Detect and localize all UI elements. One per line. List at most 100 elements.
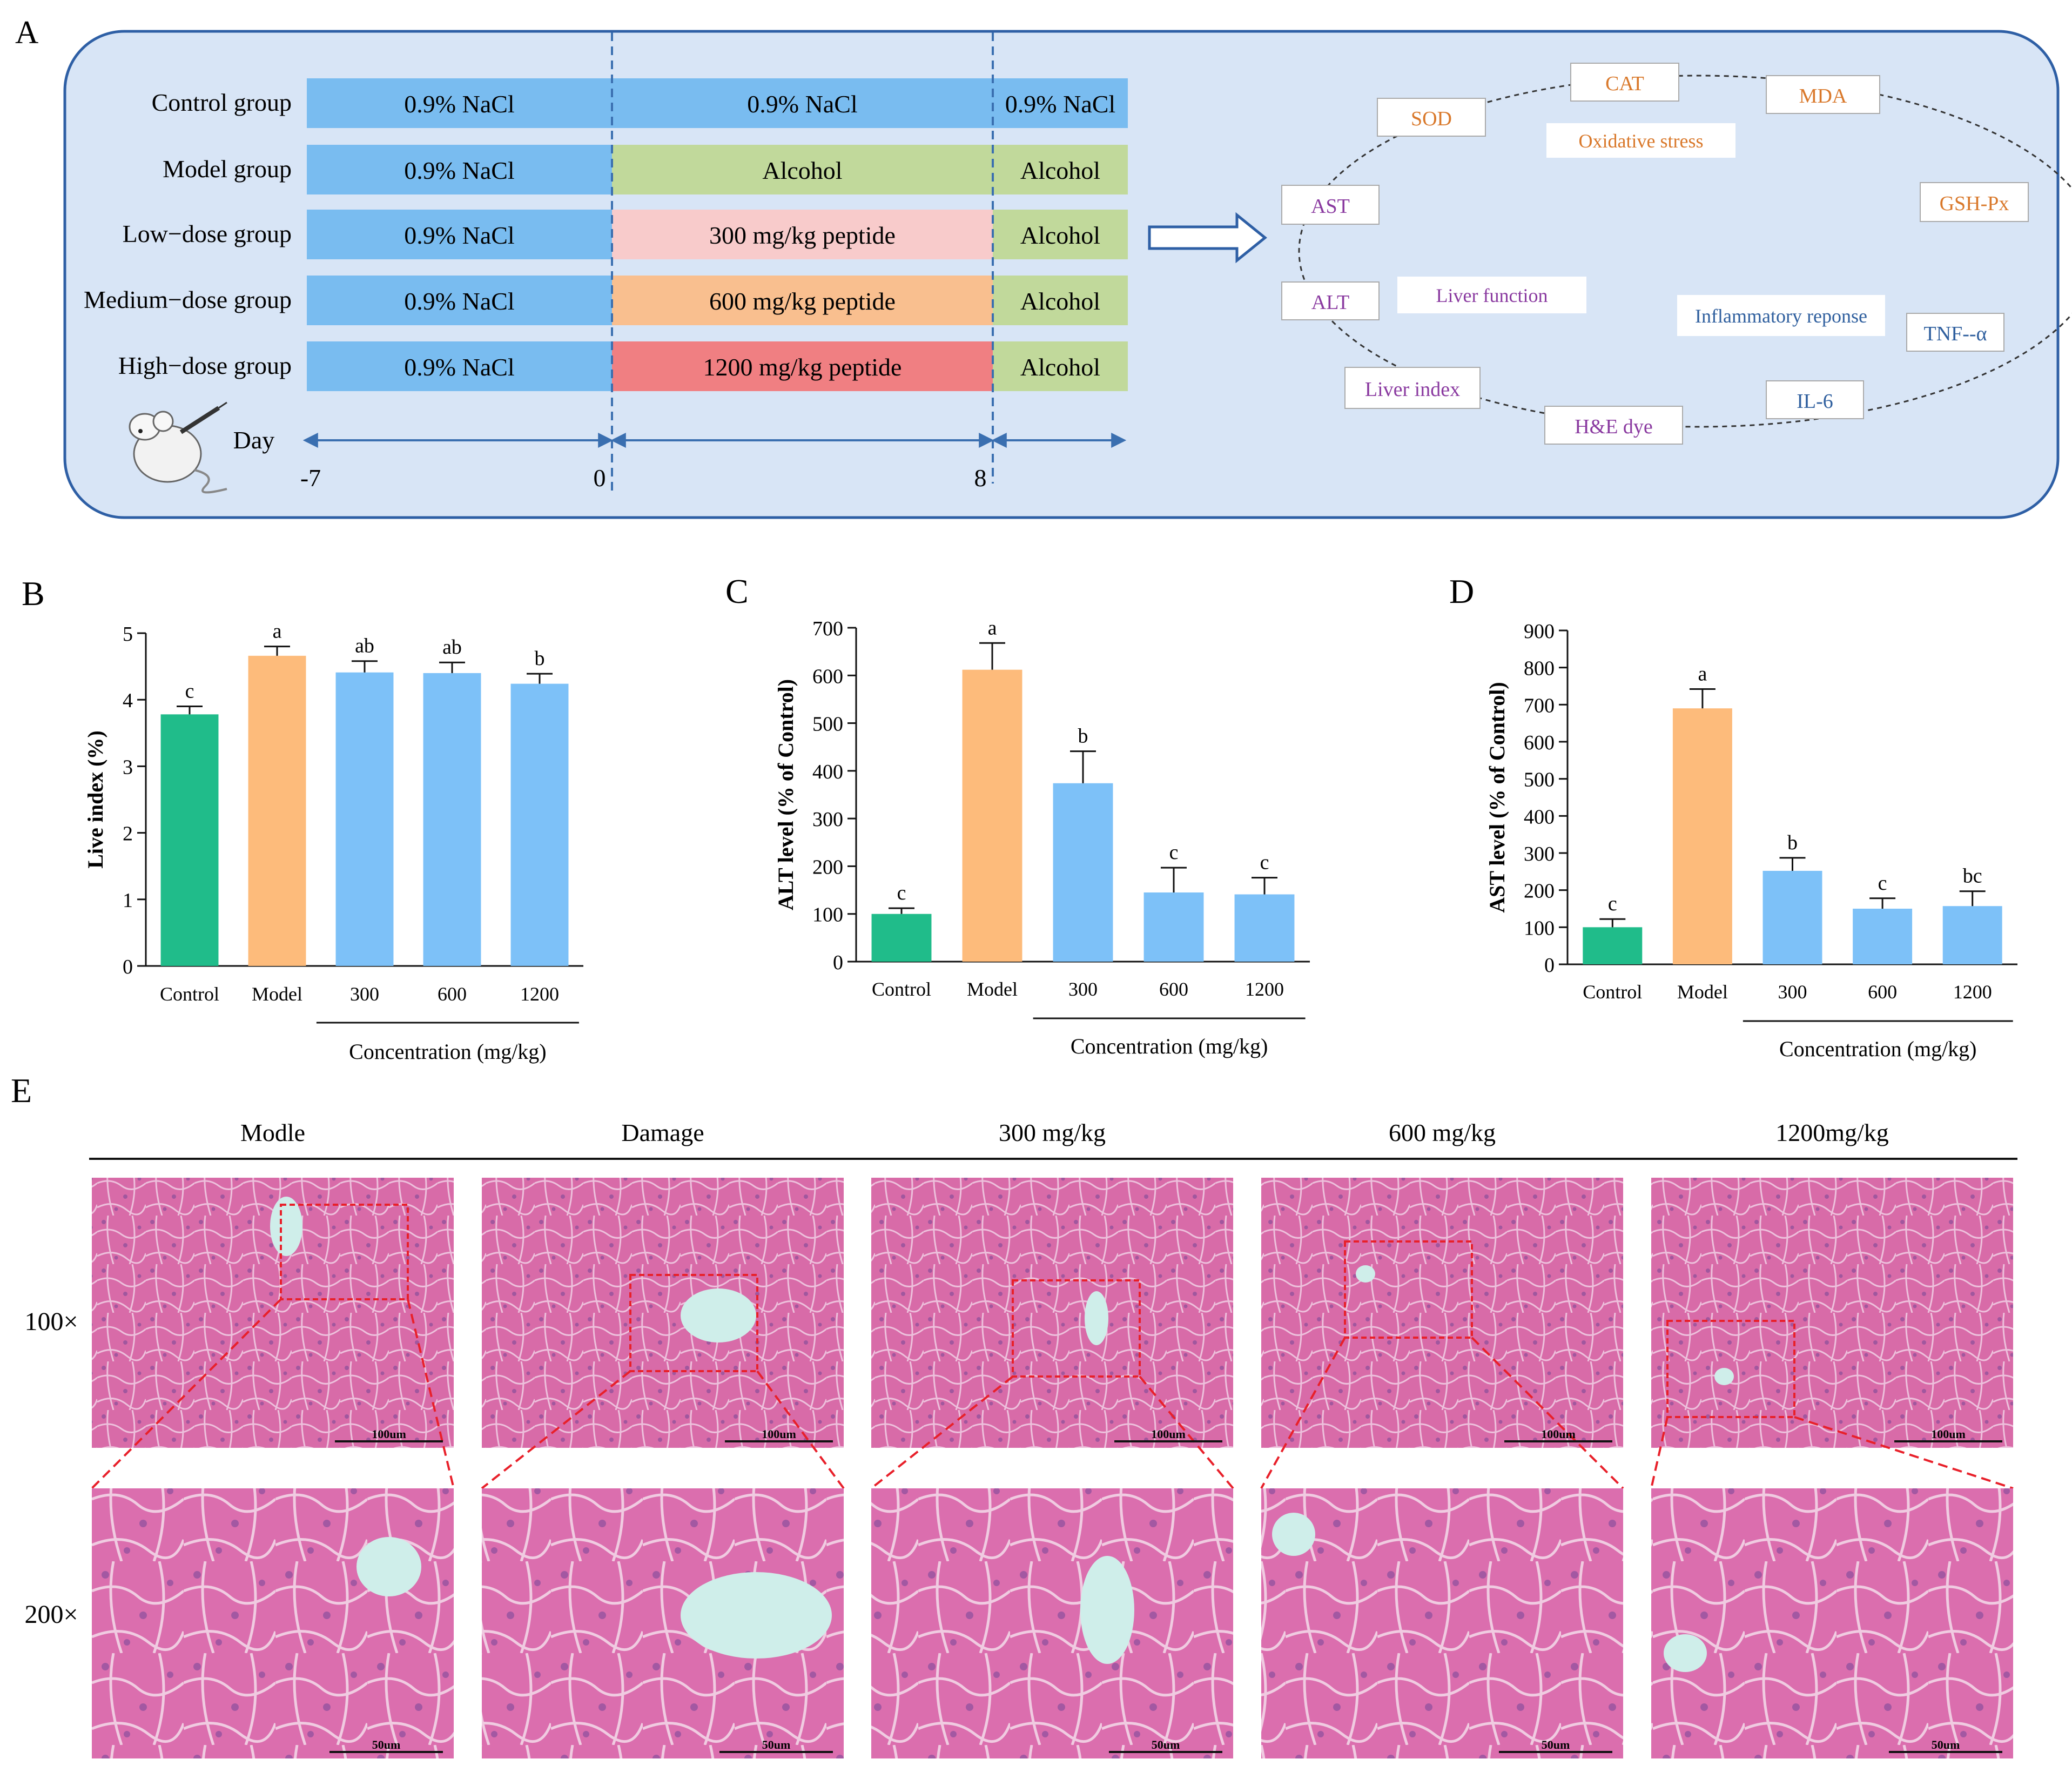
- y-tick-label: 0: [1544, 954, 1555, 977]
- category-label: Liver function: [1436, 285, 1548, 306]
- x-axis-title: Concentration (mg/kg): [1779, 1037, 1976, 1061]
- y-tick-label: 600: [812, 665, 843, 688]
- zoom-line: [1139, 1375, 1234, 1489]
- significance-letter: c: [185, 680, 194, 703]
- y-tick-label: 800: [1524, 657, 1555, 680]
- category-box: [1677, 295, 1885, 336]
- bar: [1942, 906, 2002, 964]
- significance-letter: ab: [442, 636, 462, 659]
- row-label-100x: 100×: [24, 1307, 78, 1336]
- category-box: [1397, 277, 1586, 313]
- scale-label: 100um: [1541, 1427, 1576, 1441]
- bar: [1143, 892, 1204, 962]
- vessel: [1664, 1634, 1707, 1672]
- outcome-box: [1377, 98, 1486, 137]
- vessel: [270, 1197, 302, 1256]
- group-label: High−dose group: [118, 352, 292, 379]
- vessel: [1080, 1556, 1134, 1664]
- x-tick-label: Control: [872, 978, 931, 1000]
- bar: [1853, 909, 1913, 964]
- zoom-box: [1666, 1320, 1795, 1418]
- outcome-box: [1570, 63, 1679, 102]
- phase-label: 0.9% NaCl: [1005, 90, 1115, 118]
- significance-letter: a: [988, 616, 997, 639]
- significance-letter: a: [1698, 662, 1707, 685]
- y-tick-label: 4: [123, 689, 133, 712]
- scale-label: 100um: [762, 1427, 796, 1441]
- vessel: [1085, 1291, 1108, 1345]
- y-tick-label: 3: [123, 756, 133, 778]
- scale-label: 50um: [1932, 1738, 1960, 1751]
- x-tick-label: 300: [350, 983, 379, 1005]
- y-axis-title: ALT level (% of Control): [773, 679, 798, 910]
- x-tick-label: 300: [1068, 978, 1098, 1000]
- x-tick-label: Control: [160, 983, 219, 1005]
- x-tick-label: 600: [438, 983, 467, 1005]
- phase-label: 0.9% NaCl: [404, 221, 514, 249]
- outcome-box: [1920, 182, 2029, 222]
- phase-bar: [993, 210, 1128, 259]
- vessel: [681, 1572, 832, 1659]
- group-label: Low−dose group: [123, 220, 292, 247]
- y-tick-label: 700: [812, 617, 843, 640]
- phase-label: 0.9% NaCl: [404, 287, 514, 315]
- outcome-label: AST: [1311, 195, 1350, 218]
- bar: [1762, 870, 1822, 964]
- significance-letter: c: [1169, 841, 1179, 864]
- phase-bar: [307, 276, 612, 325]
- micrograph-200x: [1261, 1488, 1623, 1758]
- significance-letter: b: [1078, 725, 1088, 748]
- phase-bar: [307, 210, 612, 259]
- y-tick-label: 0: [123, 956, 133, 978]
- column-header: 1200mg/kg: [1775, 1119, 1889, 1146]
- day-tick: 0: [594, 464, 606, 492]
- outcome-label: Liver index: [1365, 378, 1460, 401]
- zoom-line: [1794, 1416, 2014, 1489]
- outcome-box: [1766, 75, 1880, 114]
- vessel: [1356, 1265, 1375, 1283]
- category-label: Inflammatory reponse: [1695, 305, 1867, 327]
- phase-label: 300 mg/kg peptide: [709, 221, 896, 249]
- vessel: [356, 1537, 421, 1596]
- y-tick-label: 100: [1524, 917, 1555, 939]
- outcome-label: H&E dye: [1575, 415, 1653, 438]
- phase-label: 1200 mg/kg peptide: [703, 353, 902, 381]
- y-tick-label: 1: [123, 889, 133, 912]
- column-header: Damage: [621, 1119, 704, 1146]
- bar: [1583, 927, 1643, 964]
- panel-label-e: E: [11, 1071, 32, 1110]
- y-tick-label: 600: [1524, 731, 1555, 754]
- micrograph-100x: [482, 1178, 844, 1448]
- outcome-label: CAT: [1605, 72, 1644, 95]
- micrograph-100x: [1261, 1178, 1623, 1448]
- bar: [335, 672, 394, 966]
- day-tick: -7: [300, 464, 321, 492]
- y-tick-label: 300: [812, 808, 843, 831]
- bar: [160, 714, 219, 966]
- scale-label: 100um: [1931, 1427, 1966, 1441]
- scale-label: 50um: [1542, 1738, 1570, 1751]
- vessel: [1714, 1368, 1734, 1385]
- significance-letter: a: [273, 620, 282, 643]
- phase-bar: [993, 78, 1128, 128]
- y-tick-label: 100: [812, 904, 843, 927]
- scale-label: 100um: [372, 1427, 406, 1441]
- micrograph-200x: [871, 1488, 1233, 1758]
- phase-label: 0.9% NaCl: [404, 157, 514, 184]
- right-arrow-icon: [1148, 212, 1267, 264]
- micrograph-200x: [92, 1488, 454, 1758]
- outcome-box: [1906, 313, 2004, 352]
- y-tick-label: 400: [1524, 805, 1555, 828]
- significance-letter: b: [1787, 831, 1798, 854]
- zoom-line: [407, 1299, 455, 1489]
- zoom-line: [1650, 1417, 1669, 1489]
- chart-C: 0 100 200 300 400 500 600 700 c Control a Model b 300…: [773, 616, 1310, 1058]
- phase-bar: [993, 276, 1128, 325]
- day-label: Day: [233, 426, 275, 454]
- bar: [1053, 783, 1113, 962]
- bar: [1672, 708, 1732, 964]
- y-tick-label: 200: [1524, 880, 1555, 903]
- y-axis-title: Live index (%): [83, 730, 107, 869]
- x-tick-label: Model: [252, 983, 302, 1005]
